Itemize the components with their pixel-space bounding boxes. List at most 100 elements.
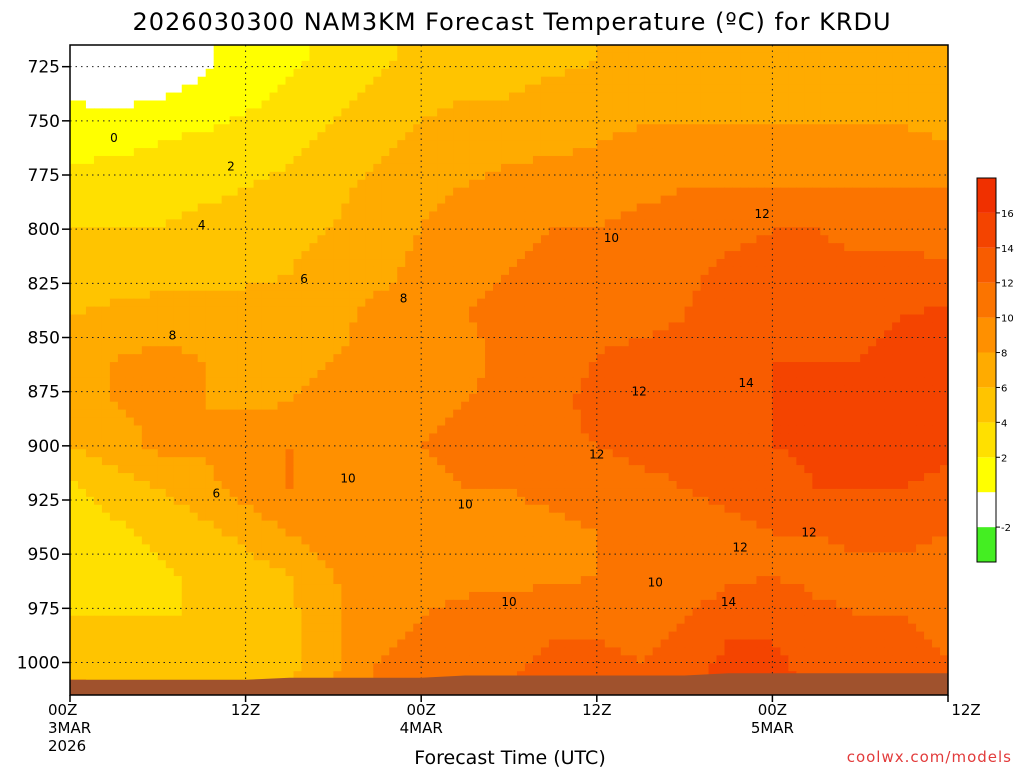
temperature-cell bbox=[572, 354, 582, 363]
temperature-cell bbox=[700, 211, 710, 220]
temperature-cell bbox=[700, 346, 710, 355]
temperature-cell bbox=[540, 227, 550, 236]
temperature-cell bbox=[828, 187, 837, 197]
temperature-cell bbox=[381, 290, 390, 300]
temperature-cell bbox=[548, 290, 558, 300]
temperature-cell bbox=[908, 370, 917, 379]
temperature-cell bbox=[828, 385, 837, 395]
temperature-cell bbox=[748, 100, 758, 110]
temperature-cell bbox=[469, 346, 478, 355]
temperature-cell bbox=[620, 148, 630, 157]
temperature-cell bbox=[189, 148, 199, 157]
temperature-cell bbox=[245, 211, 255, 220]
temperature-cell bbox=[109, 132, 119, 141]
temperature-cell bbox=[493, 219, 502, 228]
temperature-cell bbox=[469, 393, 478, 403]
temperature-cell bbox=[141, 314, 151, 324]
temperature-cell bbox=[572, 195, 582, 205]
temperature-cell bbox=[796, 274, 805, 284]
temperature-cell bbox=[93, 393, 103, 403]
temperature-cell bbox=[117, 219, 127, 228]
temperature-cell bbox=[341, 314, 350, 324]
temperature-cell bbox=[437, 298, 446, 308]
temperature-cell bbox=[556, 68, 566, 78]
temperature-cell bbox=[157, 298, 167, 308]
temperature-cell bbox=[620, 203, 630, 213]
temperature-cell bbox=[509, 132, 518, 141]
temperature-cell bbox=[564, 116, 574, 125]
temperature-cell bbox=[652, 84, 662, 94]
temperature-cell bbox=[437, 68, 446, 78]
temperature-cell bbox=[612, 298, 622, 308]
temperature-cell bbox=[317, 52, 327, 62]
temperature-cell bbox=[117, 370, 127, 379]
temperature-cell bbox=[772, 243, 781, 252]
temperature-cell bbox=[828, 211, 837, 220]
temperature-cell bbox=[732, 259, 742, 268]
temperature-cell bbox=[477, 140, 486, 149]
temperature-cell bbox=[373, 100, 382, 110]
temperature-cell bbox=[884, 393, 893, 403]
temperature-cell bbox=[213, 338, 223, 347]
temperature-cell bbox=[900, 76, 909, 86]
temperature-cell bbox=[612, 346, 622, 355]
temperature-cell bbox=[413, 235, 422, 244]
temperature-cell bbox=[477, 124, 486, 133]
temperature-cell bbox=[876, 108, 885, 117]
temperature-cell bbox=[85, 219, 95, 228]
temperature-cell bbox=[524, 116, 534, 125]
temperature-cell bbox=[556, 45, 566, 54]
temperature-cell bbox=[884, 227, 893, 236]
temperature-cell bbox=[173, 322, 183, 331]
temperature-cell bbox=[596, 163, 606, 173]
temperature-cell bbox=[612, 330, 622, 339]
temperature-cell bbox=[437, 179, 446, 189]
temperature-cell bbox=[349, 346, 358, 355]
temperature-cell bbox=[892, 187, 901, 197]
temperature-cell bbox=[732, 346, 742, 355]
temperature-cell bbox=[908, 282, 917, 292]
temperature-cell bbox=[461, 68, 470, 78]
temperature-cell bbox=[892, 155, 901, 165]
temperature-cell bbox=[628, 393, 638, 403]
temperature-cell bbox=[205, 60, 215, 70]
temperature-cell bbox=[493, 52, 502, 62]
temperature-cell bbox=[588, 171, 598, 181]
temperature-cell bbox=[780, 377, 789, 387]
temperature-cell bbox=[469, 187, 478, 197]
temperature-cell bbox=[860, 385, 869, 395]
temperature-cell bbox=[604, 195, 614, 205]
temperature-cell bbox=[612, 132, 622, 141]
temperature-cell bbox=[668, 68, 678, 78]
temperature-cell bbox=[820, 251, 829, 260]
temperature-cell bbox=[924, 377, 933, 387]
temperature-cell bbox=[317, 362, 327, 371]
temperature-cell bbox=[684, 274, 694, 284]
temperature-cell bbox=[932, 298, 941, 308]
temperature-cell bbox=[333, 298, 342, 308]
temperature-cell bbox=[932, 338, 941, 347]
temperature-cell bbox=[293, 108, 303, 117]
temperature-cell bbox=[317, 84, 327, 94]
temperature-cell bbox=[70, 243, 79, 252]
temperature-cell bbox=[285, 274, 295, 284]
temperature-cell bbox=[77, 259, 87, 268]
temperature-cell bbox=[684, 259, 694, 268]
temperature-cell bbox=[740, 362, 750, 371]
temperature-cell bbox=[437, 370, 446, 379]
temperature-cell bbox=[373, 282, 382, 292]
temperature-cell bbox=[253, 187, 263, 197]
temperature-cell bbox=[564, 298, 574, 308]
temperature-cell bbox=[125, 235, 135, 244]
temperature-cell bbox=[564, 259, 574, 268]
temperature-cell bbox=[413, 354, 422, 363]
temperature-cell bbox=[676, 187, 686, 197]
temperature-cell bbox=[788, 92, 797, 102]
temperature-cell bbox=[509, 377, 518, 387]
temperature-cell bbox=[125, 179, 135, 189]
temperature-cell bbox=[684, 148, 694, 157]
temperature-cell bbox=[357, 45, 366, 54]
temperature-cell bbox=[461, 251, 470, 260]
temperature-cell bbox=[269, 290, 279, 300]
temperature-cell bbox=[748, 219, 758, 228]
